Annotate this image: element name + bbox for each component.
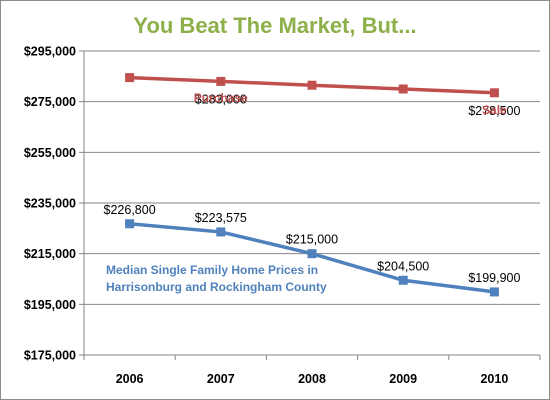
x-tick-label: 2010 [480,372,508,386]
annotation-label: Median Single Family Home Prices in [106,263,318,277]
y-tick-label: $295,000 [24,45,76,59]
annotation-label: Purchase [194,91,248,105]
axes: $175,000 $195,000 $215,000 $235,000 $255,000… [24,45,541,386]
data-label: $199,900 [468,271,520,285]
data-label: $226,800 [104,203,156,217]
data-label: $283,000 [195,92,247,106]
data-point [216,76,226,86]
data-label: $278,500 [468,104,520,118]
y-tick-label: $255,000 [24,146,76,160]
y-tick-label: $235,000 [24,197,76,211]
data-point [216,227,226,237]
annotation-label: Sale [482,103,507,117]
series-group [125,73,499,297]
data-label: $223,575 [195,211,247,225]
y-tick-label: $275,000 [24,95,76,109]
data-point [398,275,408,285]
x-tick-label: 2009 [389,372,417,386]
x-tick-label: 2006 [116,372,144,386]
chart-title: You Beat The Market, But... [133,13,416,38]
data-point [125,73,135,83]
gridlines [84,50,540,305]
data-point [307,80,317,90]
y-tick-label: $215,000 [24,247,76,261]
labels-group: $283,000 $278,500 $226,800 $223,575 $215,000… [104,91,521,294]
data-point [398,84,408,94]
annotation-label: Harrisonburg and Rockingham County [106,280,327,294]
y-tick-label: $175,000 [24,349,76,363]
data-point [307,249,317,259]
data-label: $204,500 [377,259,429,273]
x-tick-label: 2008 [298,372,326,386]
x-tick-label: 2007 [207,372,235,386]
data-point [125,219,135,229]
data-label: $215,000 [286,233,338,247]
data-point [489,287,499,297]
data-point [489,88,499,98]
y-tick-label: $195,000 [24,298,76,312]
